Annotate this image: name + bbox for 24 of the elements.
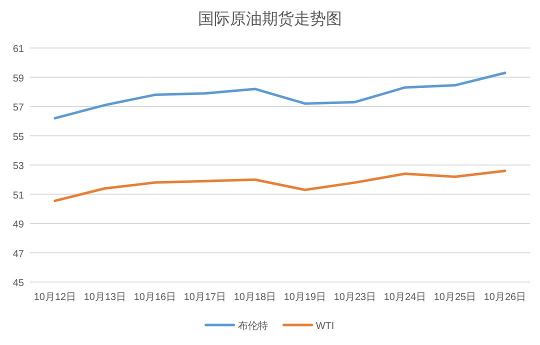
x-tick-label: 10月16日 <box>134 292 176 303</box>
x-tick-label: 10月19日 <box>284 292 326 303</box>
x-tick-label: 10月13日 <box>84 292 126 303</box>
x-tick-label: 10月26日 <box>484 292 526 303</box>
y-tick-label: 61 <box>12 44 24 55</box>
legend-label: 布伦特 <box>238 320 268 332</box>
x-tick-label: 10月17日 <box>184 292 226 303</box>
x-tick-label: 10月25日 <box>434 292 476 303</box>
line-series <box>54 170 506 202</box>
x-tick-label: 10月24日 <box>384 292 426 303</box>
y-tick-label: 55 <box>12 132 24 143</box>
x-tick-label: 10月18日 <box>234 292 276 303</box>
y-tick-label: 45 <box>12 278 24 289</box>
y-tick-label: 59 <box>12 73 24 84</box>
legend-label: WTI <box>316 321 334 332</box>
y-tick-label: 49 <box>12 220 24 230</box>
line-series <box>54 72 506 120</box>
y-tick-label: 47 <box>12 248 24 260</box>
x-tick-label: 10月12日 <box>34 292 76 303</box>
y-tick-label: 53 <box>12 161 24 172</box>
chart-title: 国际原油期货走势图 <box>198 10 342 28</box>
y-tick-label: 57 <box>12 102 24 114</box>
x-tick-label: 10月23日 <box>334 292 376 303</box>
y-tick-label: 51 <box>12 190 24 202</box>
